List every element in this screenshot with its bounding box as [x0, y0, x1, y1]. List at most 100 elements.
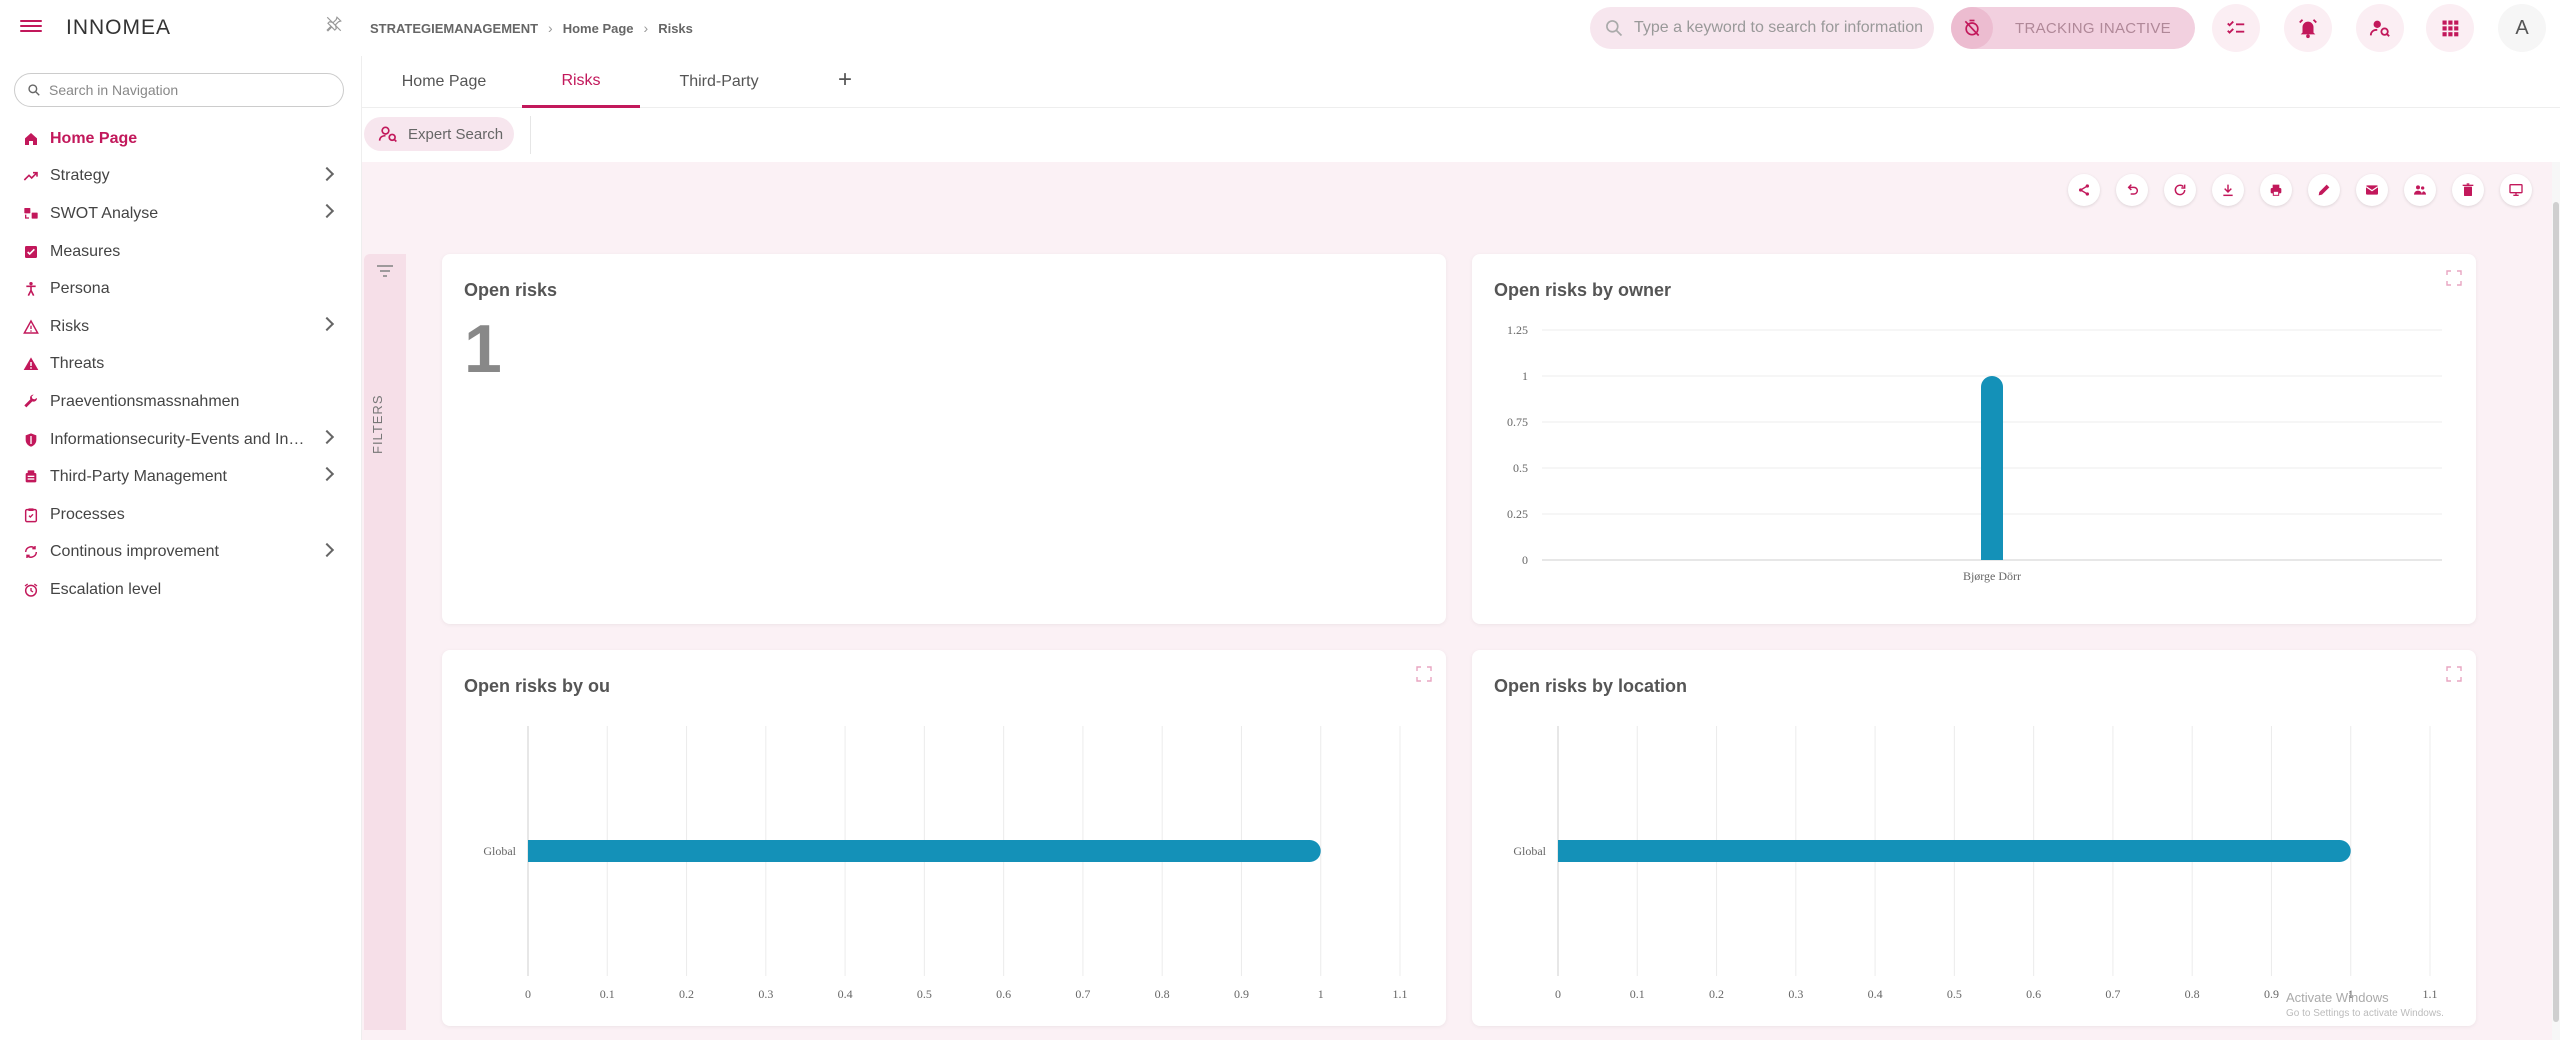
app-logo[interactable]: INNOMEA — [66, 16, 172, 39]
panel-title: Open risks by location — [1494, 676, 1688, 696]
undo-icon[interactable] — [2116, 174, 2148, 206]
sidebar-item-label: Informationsecurity-Events and Incid... — [50, 430, 312, 448]
trending-icon — [22, 167, 40, 185]
alarm-icon — [22, 581, 40, 599]
print-icon[interactable] — [2260, 174, 2292, 206]
breadcrumb-item[interactable]: Home Page — [562, 20, 634, 36]
open-risks-by-ou-panel: Open risks by ou 0 0.1 0.2 0.3 0.4 0.5 0.6 0.7 0… — [442, 650, 1446, 1026]
sidebar-item-strategy[interactable]: Strategy — [0, 158, 362, 196]
y-tick-label: 0.25 — [1507, 507, 1528, 521]
share-icon[interactable] — [2068, 174, 2100, 206]
sidebar-item-third-party-management[interactable]: Third-Party Management — [0, 458, 362, 496]
x-tick-label: 0.9 — [2264, 987, 2279, 1001]
home-icon — [22, 130, 40, 148]
sidebar-item-informationsecurity-events-and-incid[interactable]: Informationsecurity-Events and Incid... — [0, 421, 362, 459]
x-tick-label: 1.1 — [1393, 987, 1408, 1001]
x-tick-label: 0.3 — [758, 987, 773, 1001]
bar — [528, 840, 1321, 862]
chevron-right-icon[interactable] — [319, 166, 335, 181]
mail-icon[interactable] — [2356, 174, 2388, 206]
sidebar-item-measures[interactable]: Measures — [0, 233, 362, 271]
nav-list: Home Page Strategy SWOT Analyse Measures Per… — [0, 120, 362, 609]
x-tick-label: 1 — [1318, 987, 1324, 1001]
edit-icon[interactable] — [2308, 174, 2340, 206]
filters-label: FILTERS — [370, 394, 385, 455]
open-risks-panel: Open risks 1 — [442, 254, 1446, 624]
tab-third-party[interactable]: Third-Party — [679, 73, 759, 90]
sidebar-item-risks[interactable]: Risks — [0, 308, 362, 346]
building-icon — [22, 468, 40, 486]
add-tab-icon[interactable]: + — [837, 66, 852, 93]
apps-grid-icon[interactable] — [2426, 4, 2474, 52]
sidebar-item-praeventionsmassnahmen[interactable]: Praeventionsmassnahmen — [0, 383, 362, 421]
x-tick-label: 0.8 — [2185, 987, 2200, 1001]
sidebar-item-threats[interactable]: Threats — [0, 346, 362, 384]
cycle-icon — [22, 543, 40, 561]
chevron-right-icon[interactable] — [319, 204, 335, 219]
tab-bar: Home Page Risks Third-Party + — [362, 56, 2560, 108]
y-tick-label: 0.75 — [1507, 415, 1528, 429]
user-search-icon[interactable] — [2356, 4, 2404, 52]
user-search-icon — [378, 126, 397, 143]
menu-icon[interactable] — [20, 17, 42, 39]
shield-icon — [22, 431, 40, 449]
sidebar-item-home-page[interactable]: Home Page — [0, 120, 362, 158]
timer-off-icon — [1951, 7, 1993, 49]
avatar[interactable]: A — [2498, 4, 2546, 52]
alarm-bell-icon[interactable] — [2284, 4, 2332, 52]
scrollbar[interactable] — [2552, 162, 2560, 1040]
expand-icon[interactable] — [1416, 666, 1432, 682]
search-icon — [1606, 20, 1623, 37]
clipboard-icon — [22, 506, 40, 524]
sidebar-item-escalation-level[interactable]: Escalation level — [0, 571, 362, 609]
tracking-toggle[interactable]: TRACKING INACTIVE — [1951, 7, 2195, 49]
refresh-icon[interactable] — [2164, 174, 2196, 206]
tab-risks[interactable]: Risks — [522, 56, 640, 108]
sidebar-item-label: SWOT Analyse — [50, 204, 159, 222]
download-icon[interactable] — [2212, 174, 2244, 206]
chevron-right-icon[interactable] — [319, 467, 335, 482]
delete-icon[interactable] — [2452, 174, 2484, 206]
tab-home-page[interactable]: Home Page — [401, 73, 487, 90]
y-tick-label: 0 — [1522, 553, 1528, 567]
expand-icon[interactable] — [2446, 270, 2462, 286]
sidebar-item-label: Third-Party Management — [50, 468, 227, 486]
expand-icon[interactable] — [2446, 666, 2462, 682]
sidebar-item-processes[interactable]: Processes — [0, 496, 362, 534]
monitor-icon[interactable] — [2500, 174, 2532, 206]
chevron-right-icon[interactable] — [319, 542, 335, 557]
chevron-right-icon[interactable] — [319, 429, 335, 444]
task-list-icon[interactable] — [2212, 4, 2260, 52]
panel-title: Open risks by ou — [464, 676, 611, 696]
tracking-label: TRACKING INACTIVE — [2015, 19, 2171, 37]
y-tick-label: 1.25 — [1507, 323, 1528, 337]
dashboard-area: FILTERS Open risks 1 Open risks by owner… — [362, 162, 2560, 1040]
x-tick-label: 0.7 — [1075, 987, 1090, 1001]
sidebar-item-label: Escalation level — [50, 580, 162, 598]
x-tick-label: 0.4 — [838, 987, 853, 1001]
breadcrumb-item[interactable]: Risks — [658, 20, 693, 36]
x-tick-label: 0.3 — [1788, 987, 1803, 1001]
divider — [530, 116, 531, 154]
location-bar-chart: 0 0.1 0.2 0.3 0.4 0.5 0.6 0.7 0.8 0.9 1 1.1 Global — [1513, 726, 2438, 1001]
nav-search-input[interactable] — [49, 82, 329, 98]
filters-panel-toggle[interactable]: FILTERS — [364, 254, 406, 1030]
scrollbar-thumb[interactable] — [2553, 202, 2559, 1022]
global-search[interactable] — [1590, 7, 1934, 49]
sidebar-item-swot-analyse[interactable]: SWOT Analyse — [0, 195, 362, 233]
users-icon[interactable] — [2404, 174, 2436, 206]
x-tick-label: 0 — [1555, 987, 1561, 1001]
sidebar-item-continous-improvement[interactable]: Continous improvement — [0, 534, 362, 572]
sidebar-item-label: Continous improvement — [50, 543, 219, 561]
x-tick-label: 0.5 — [1947, 987, 1962, 1001]
chevron-right-icon[interactable] — [319, 316, 335, 332]
nav-search[interactable] — [14, 73, 344, 107]
sidebar-item-persona[interactable]: Persona — [0, 270, 362, 308]
checkbox-icon — [22, 243, 40, 261]
expert-search-button[interactable]: Expert Search — [364, 117, 514, 151]
pin-icon[interactable] — [322, 15, 346, 39]
x-tick-label: 0.7 — [2105, 987, 2120, 1001]
breadcrumb-item[interactable]: STRATEGIEMANAGEMENT — [370, 20, 539, 36]
global-search-input[interactable] — [1634, 19, 1924, 37]
wrench-icon — [22, 393, 40, 411]
